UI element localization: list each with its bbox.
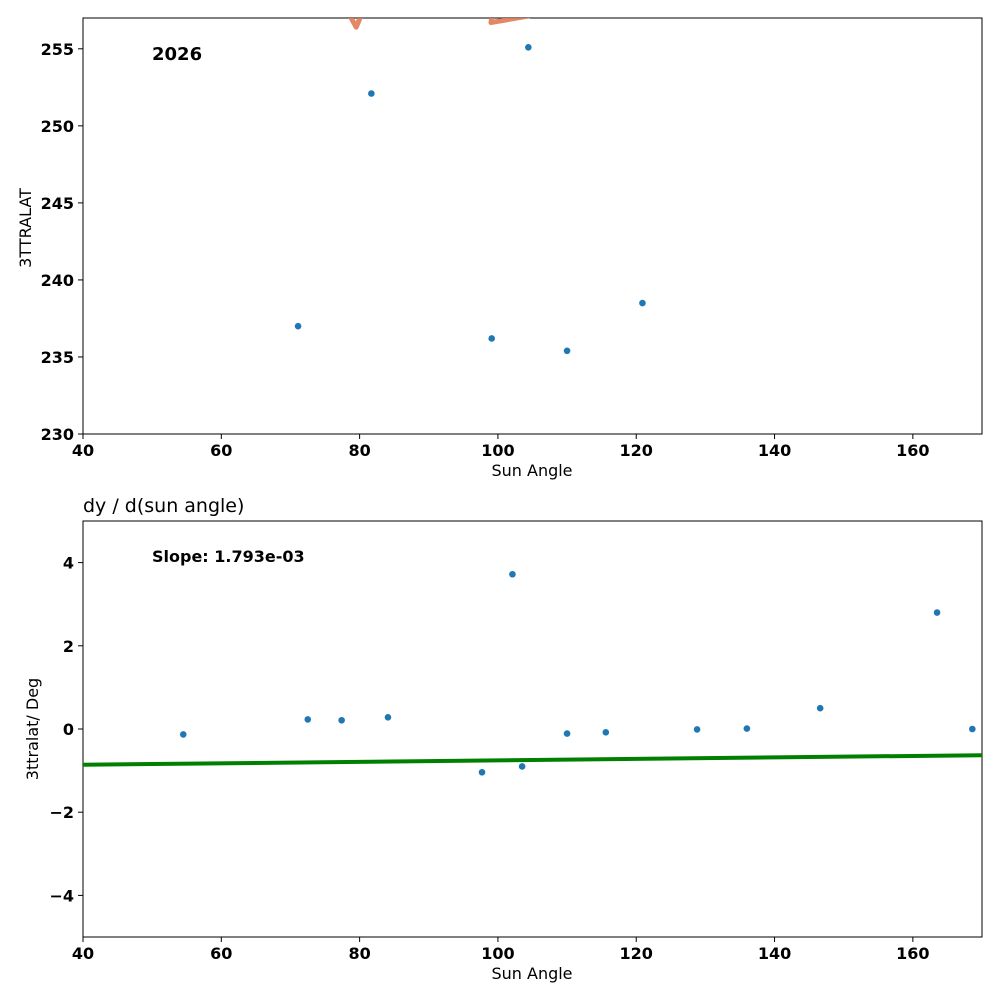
bottom-y-tick-label: 0 [63, 720, 74, 739]
bottom-data-point [743, 725, 751, 732]
bottom-x-tick-label: 40 [72, 944, 94, 963]
top-x-tick-label: 40 [72, 441, 94, 460]
bottom-x-tick-label: 80 [348, 944, 370, 963]
top-chart: 2026 Sun Angle 3TTRALAT [16, 44, 573, 480]
top-data-point [639, 299, 646, 307]
fit-line [83, 753, 982, 767]
bottom-x-tick-label: 120 [620, 944, 653, 963]
bottom-data-point [509, 570, 516, 578]
bottom-x-tick-label: 140 [758, 944, 791, 963]
bottom-data-point [693, 726, 701, 733]
top-data-point [488, 335, 495, 342]
top-y-tick-label: 240 [41, 271, 74, 290]
bottom-data-point [816, 704, 824, 712]
bottom-data-point [563, 730, 571, 737]
bottom-chart-title: dy / d(sun angle) [83, 495, 244, 517]
bottom-x-tick-label: 60 [210, 944, 232, 963]
top-x-axis-label: Sun Angle [491, 461, 572, 480]
top-data-point [563, 347, 571, 355]
bottom-data-point [304, 716, 312, 723]
bottom-data-point [969, 725, 976, 733]
top-y-tick-label: 255 [41, 40, 74, 59]
bottom-data-point [602, 729, 610, 736]
top-marks [294, 18, 646, 355]
top-x-tick-label: 120 [620, 441, 653, 460]
top-y-axis-label: 3TTRALAT [16, 188, 35, 268]
top-x-tick-label: 80 [348, 441, 370, 460]
top-data-point [294, 322, 302, 330]
bottom-data-point [478, 768, 486, 776]
bottom-y-tick-label: −2 [49, 803, 74, 822]
bottom-x-tick-label: 100 [481, 944, 514, 963]
top-x-tick-label: 140 [758, 441, 791, 460]
bottom-y-tick-label: 4 [63, 554, 74, 573]
top-data-point [525, 43, 532, 51]
bottom-y-tick-label: 2 [63, 637, 74, 656]
bottom-y-axis-label: 3ttralat/ Deg [23, 678, 42, 780]
bottom-x-tick-label: 160 [896, 944, 929, 963]
top-year-annotation: 2026 [152, 44, 202, 65]
top-overlay-line-0 [348, 18, 363, 30]
top-x-tick-label: 60 [210, 441, 232, 460]
bottom-chart: dy / d(sun angle) Slope: 1.793e-03 Sun A… [23, 495, 573, 983]
top-overlay-line-1 [488, 18, 532, 26]
top-x-tick-label: 160 [896, 441, 929, 460]
bottom-data-point [384, 714, 392, 721]
bottom-x-axis-label: Sun Angle [491, 964, 572, 983]
top-x-tick-label: 100 [481, 441, 514, 460]
top-axes-frame [82, 17, 983, 435]
top-y-tick-label: 235 [41, 348, 74, 367]
bottom-axes-frame [82, 520, 983, 938]
bottom-data-point [338, 716, 345, 724]
top-data-point [368, 90, 375, 97]
bottom-data-point [933, 609, 941, 616]
top-y-tick-label: 230 [41, 425, 74, 444]
bottom-data-point [518, 763, 526, 770]
top-y-tick-label: 250 [41, 117, 74, 136]
top-y-tick-label: 245 [41, 194, 74, 213]
bottom-y-tick-label: −4 [49, 886, 74, 905]
slope-annotation: Slope: 1.793e-03 [152, 547, 305, 566]
top-plot-area: 40 60 80 100 120 140 160 230 235 240 245 250 255 [41, 17, 983, 460]
bottom-marks [83, 570, 982, 776]
bottom-data-point [179, 731, 187, 738]
bottom-plot-area: 40 60 80 100 120 140 160 −4 −2 0 2 4 [49, 520, 983, 963]
